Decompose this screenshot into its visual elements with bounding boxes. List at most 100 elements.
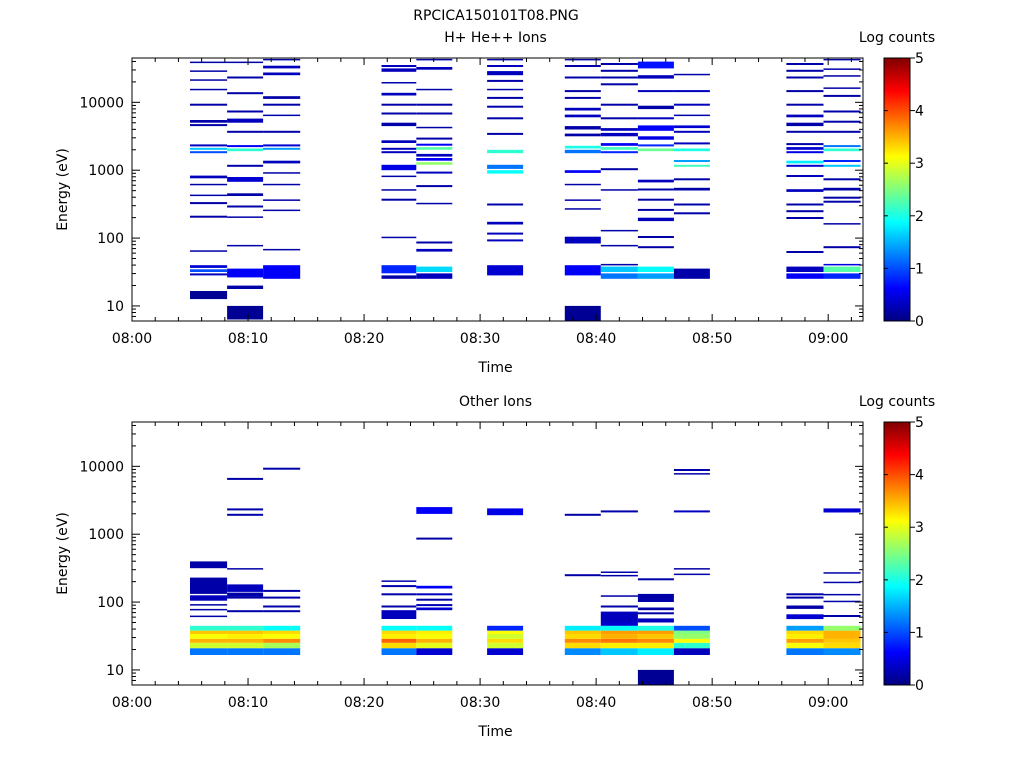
spectrogram-cell [227,76,264,79]
colorbar-tick-label: 2 [915,573,924,589]
spectrogram-cell [190,202,228,205]
spectrogram-cell [190,194,228,197]
spectrogram-cell [637,273,674,279]
spectrogram-cell [190,615,228,618]
spectrogram-cell [487,508,524,516]
spectrogram-cell [786,625,824,631]
spectrogram-cell [600,128,638,131]
spectrogram-cell [673,625,710,631]
spectrogram-cell [416,241,453,244]
spectrogram-cell [263,114,301,117]
spectrogram-cell [564,170,601,173]
spectrogram-cell [786,189,824,192]
y-axis-label: Energy (eV) [55,512,71,595]
spectrogram-cell [416,88,453,91]
colorbar [883,421,911,686]
spectrogram-cell [227,193,264,196]
spectrogram-cell [564,90,601,93]
spectrogram-cell [190,291,228,300]
spectrogram-cell [227,268,264,278]
spectrogram-cell [381,189,417,191]
spectrogram-cell [637,198,674,201]
spectrogram-cell [227,118,264,123]
colorbar-tick-label: 4 [915,468,924,484]
spectrogram-cell [637,642,674,649]
spectrogram-cell [564,236,601,244]
spectrogram-cell [487,105,524,108]
spectrogram-cell [487,642,524,649]
spectrogram-cell [786,614,824,620]
spectrogram-cell [381,630,417,634]
spectrogram-cell [786,103,824,106]
spectrogram-cell [227,596,264,599]
spectrogram-cell [263,65,301,69]
x-tick-label: 09:00 [808,695,848,711]
spectrogram-cell [487,203,524,206]
spectrogram-cell [263,610,301,613]
spectrogram-cell [637,236,674,238]
spectrogram-cell [263,209,301,212]
spectrogram-cell [823,581,861,584]
spectrogram-cell [600,638,638,643]
spectrogram-cell [487,79,524,82]
spectrogram-cell [823,187,861,191]
spectrogram-cell [416,158,453,161]
spectrogram-cell [600,625,638,631]
spectrogram-cell [823,634,861,639]
spectrogram-cell [381,275,417,279]
spectrogram-cell [786,273,824,279]
spectrogram-cell [190,634,228,639]
spectrogram-cell [786,630,824,634]
spectrogram-cell [637,634,674,639]
spectrogram-cell [673,125,710,129]
spectrogram-cell [564,638,601,643]
spectrogram-cell [227,145,264,148]
spectrogram-cell [637,618,674,623]
spectrogram-cell [600,642,638,649]
x-tick-label: 08:50 [692,695,732,711]
spectrogram-cell [190,70,228,72]
spectrogram-cell [381,634,417,639]
spectrogram-cell [227,630,264,634]
spectrogram-cell [190,269,228,272]
spectrogram-cell [673,130,710,133]
spectrogram-cell [600,574,638,577]
spectrogram-cell [673,630,710,634]
spectrogram-cell [786,634,824,639]
spectrogram-cell [823,200,861,203]
spectrogram-cell [416,634,453,639]
spectrogram-cell [823,648,861,655]
spectrogram-cell [263,630,301,634]
y-tick-label: 1000 [88,163,124,179]
spectrogram-cell [227,205,264,208]
spectrogram-cell [637,105,674,110]
spectrogram-cell [227,648,264,655]
x-tick-label: 08:20 [344,695,384,711]
spectrogram-cell [416,58,453,61]
spectrogram-cell [786,69,824,72]
spectrogram-cell [823,87,861,89]
colorbar-tick-label: 0 [915,314,924,330]
spectrogram-cell [673,187,710,191]
spectrogram-cell [637,630,674,634]
spectrogram-cell [823,94,861,97]
spectrogram-cell [416,537,453,540]
spectrogram-cell [263,638,301,643]
spectrogram-cell [227,177,264,182]
spectrogram-cell [600,69,638,72]
colorbar-tick-label: 0 [915,678,924,694]
spectrogram-cell [381,151,417,154]
spectrogram-cell [381,103,417,106]
spectrogram-cell [381,122,417,127]
spectrogram-cell [564,145,601,149]
spectrogram-cell [263,58,301,61]
spectrogram-cell [564,208,601,210]
colorbar-label: Log counts [859,30,935,46]
spectrogram-cell [263,265,301,279]
spectrogram-cell [263,147,301,150]
spectrogram-cell [673,160,710,162]
spectrogram-cell [190,625,228,631]
spectrogram-cell [600,147,638,150]
spectrogram-cell [227,477,264,480]
x-tick-label: 08:30 [460,695,500,711]
